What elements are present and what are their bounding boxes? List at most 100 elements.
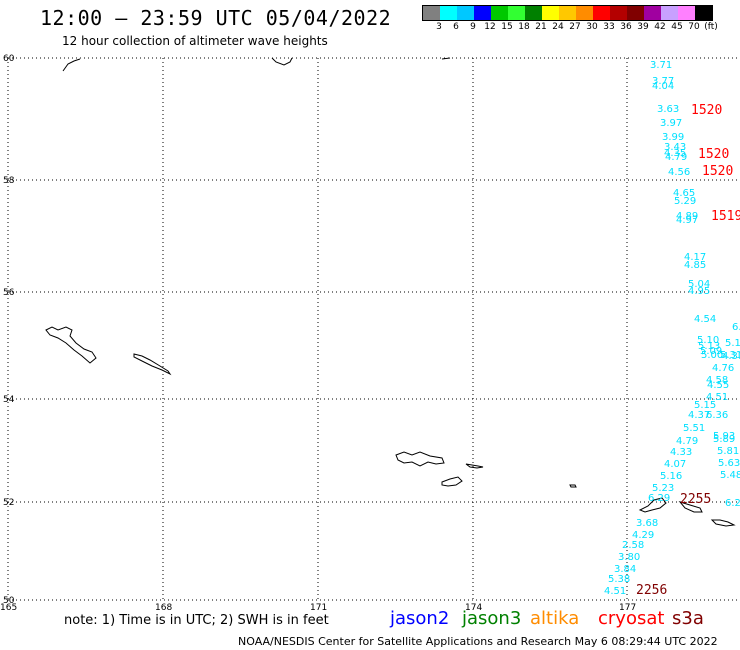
legend-label: 18: [518, 22, 530, 32]
coastlines: [45, 57, 736, 527]
legend-label: 3: [436, 22, 442, 32]
wave-height-value: 5.15: [694, 400, 716, 411]
wave-height-value: 4.35: [664, 148, 686, 159]
wave-height-value: 4.55: [707, 380, 729, 391]
legend-label: 36: [620, 22, 632, 32]
wave-height-value: 5.63: [718, 458, 740, 469]
wave-height-value: 4.79: [665, 152, 687, 163]
legend-label: 45: [671, 22, 683, 32]
wave-height-value: 4.54: [694, 314, 716, 325]
footer-credit: NOAA/NESDIS Center for Satellite Applica…: [238, 635, 718, 648]
wave-height-value: 4.76: [712, 363, 734, 374]
lat-tick-label: 50: [3, 596, 15, 606]
wave-height-value: 5.13: [698, 341, 720, 352]
legend-label: 9: [470, 22, 476, 32]
page-subtitle: 12 hour collection of altimeter wave hei…: [62, 34, 328, 48]
legend-swatch: [525, 6, 542, 20]
island-small-c: [569, 484, 577, 488]
legend-swatch: [661, 6, 678, 20]
pass-time-label: 1520: [691, 103, 722, 118]
wave-height-value: 3.63: [657, 104, 679, 115]
coast-top-right: [441, 57, 451, 60]
wave-height-value: 5.29: [674, 196, 696, 207]
wave-height-value: 4.37: [688, 410, 710, 421]
wave-height-value: 4.89: [676, 211, 698, 222]
pass-time-label: 2255: [680, 492, 711, 507]
wave-height-value: 5.89: [713, 434, 735, 445]
pass-time-label: 1520: [702, 164, 733, 179]
wave-height-value: 4.58: [706, 375, 728, 386]
wave-height-value: 3.99: [662, 132, 684, 143]
latitude-ticks: 60 58 56 54 52 50: [3, 54, 15, 606]
wave-height-value: 5.93: [713, 431, 735, 442]
legend-swatch: [695, 6, 712, 20]
legend-label: 21: [535, 22, 547, 32]
lat-tick-label: 56: [3, 288, 15, 298]
color-legend: [422, 5, 713, 21]
legend-swatch: [576, 6, 593, 20]
wave-height-value: 5.38: [608, 574, 630, 585]
pass-time-label: 1519: [711, 209, 740, 224]
satellite-name: cryosat: [598, 608, 665, 629]
legend-swatch: [559, 6, 576, 20]
coast-top-left: [62, 58, 81, 72]
wave-height-value: 4.17: [684, 252, 706, 263]
legend-swatch: [423, 6, 440, 20]
wave-height-value: 4.31: [722, 351, 740, 362]
wave-height-value: 5.04: [688, 279, 710, 290]
lon-tick-label: 171: [310, 603, 327, 613]
legend-swatch: [508, 6, 525, 20]
legend-label: 27: [569, 22, 581, 32]
legend-label: (ft): [704, 22, 718, 32]
lon-tick-label: 165: [0, 603, 17, 613]
wave-height-value: 3.97: [660, 118, 682, 129]
wave-height-value: 5.48: [720, 470, 740, 481]
satellite-name: jason2: [390, 608, 450, 629]
wave-height-value: 4.04: [652, 81, 674, 92]
legend-label: 30: [586, 22, 598, 32]
wave-height-value: 6.36: [706, 410, 728, 421]
island-aleutian-b: [678, 501, 703, 513]
note-text: note: 1) Time is in UTC; 2) SWH is in fe…: [64, 613, 329, 628]
lon-tick-label: 177: [619, 603, 636, 613]
legend-swatch: [491, 6, 508, 20]
wave-height-value: 3.77: [652, 76, 674, 87]
island-aleutian-a: [638, 497, 667, 513]
legend-label: 24: [552, 22, 564, 32]
wave-height-value: 3.80: [618, 552, 640, 563]
lat-tick-label: 60: [3, 54, 15, 64]
wave-height-value: 3.84: [614, 564, 636, 575]
pass-time-label: 1520: [698, 147, 729, 162]
island-pribilof-large: [395, 451, 445, 467]
legend-label: 15: [501, 22, 513, 32]
map-frame: [7, 57, 740, 601]
legend-label: 42: [654, 22, 666, 32]
lat-tick-label: 52: [3, 498, 14, 508]
grid-lines: [8, 58, 740, 600]
wave-height-value: 4.33: [670, 447, 692, 458]
legend-swatch: [474, 6, 491, 20]
legend-swatch: [593, 6, 610, 20]
page-title: 12:00 – 23:59 UTC 05/04/2022: [40, 6, 392, 30]
legend-label: 6: [453, 22, 459, 32]
wave-height-value: 4.79: [676, 436, 698, 447]
coast-top-mid: [271, 57, 293, 66]
legend-swatch: [678, 6, 695, 20]
wave-height-value: 2.58: [622, 540, 644, 551]
wave-height-value: 5.81: [717, 446, 739, 457]
legend-swatch: [440, 6, 457, 20]
wave-height-value: 4.65: [673, 188, 695, 199]
wave-height-value: 3.43: [664, 142, 686, 153]
wave-height-value: 4.85: [684, 260, 706, 271]
lat-tick-label: 54: [3, 395, 15, 405]
legend-label: 70: [688, 22, 700, 32]
wave-height-value: 4.29: [632, 530, 654, 541]
wave-height-value: 4.51: [604, 586, 626, 597]
wave-height-value: 3.71: [650, 60, 672, 71]
lat-tick-label: 58: [3, 176, 15, 186]
wave-height-value: 6.2: [725, 498, 740, 509]
satellite-name: altika: [530, 608, 580, 629]
legend-label: 39: [637, 22, 649, 32]
wave-height-value: 5.09: [700, 346, 722, 357]
